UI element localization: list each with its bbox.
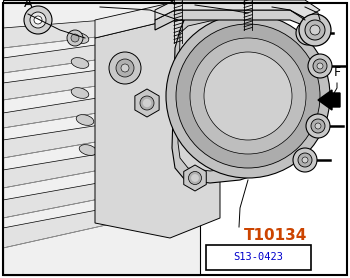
Circle shape <box>301 26 315 40</box>
Circle shape <box>315 123 321 129</box>
Polygon shape <box>184 165 206 191</box>
Circle shape <box>204 52 292 140</box>
Text: F: F <box>334 66 341 79</box>
Circle shape <box>143 99 151 107</box>
Polygon shape <box>3 198 160 248</box>
Polygon shape <box>3 115 165 158</box>
Circle shape <box>189 172 202 185</box>
Circle shape <box>71 34 79 42</box>
Circle shape <box>305 30 311 36</box>
Circle shape <box>298 153 312 167</box>
Text: B: B <box>96 0 104 3</box>
Circle shape <box>308 54 332 78</box>
Circle shape <box>190 38 306 154</box>
Circle shape <box>299 14 331 46</box>
Ellipse shape <box>71 33 89 43</box>
Circle shape <box>311 119 325 133</box>
Polygon shape <box>155 10 305 30</box>
Polygon shape <box>95 20 220 238</box>
Circle shape <box>24 6 52 34</box>
Circle shape <box>109 52 141 84</box>
Polygon shape <box>3 63 150 100</box>
Polygon shape <box>155 0 320 20</box>
Text: T10134: T10134 <box>244 227 307 242</box>
Circle shape <box>293 148 317 172</box>
Circle shape <box>166 14 330 178</box>
Circle shape <box>310 25 320 35</box>
Polygon shape <box>172 13 315 183</box>
Text: D: D <box>267 0 277 3</box>
Circle shape <box>140 96 154 110</box>
Circle shape <box>116 59 134 77</box>
Circle shape <box>191 174 199 182</box>
Polygon shape <box>178 21 304 171</box>
Bar <box>206 245 311 270</box>
Circle shape <box>313 59 327 73</box>
Circle shape <box>34 16 42 24</box>
Circle shape <box>30 12 46 28</box>
Polygon shape <box>3 18 130 48</box>
FancyArrow shape <box>318 90 340 110</box>
Ellipse shape <box>79 145 97 155</box>
Ellipse shape <box>76 115 94 125</box>
Polygon shape <box>3 88 160 128</box>
Polygon shape <box>3 38 145 73</box>
Circle shape <box>121 64 129 72</box>
Ellipse shape <box>71 88 89 98</box>
Circle shape <box>305 20 325 40</box>
Polygon shape <box>135 89 159 117</box>
Ellipse shape <box>71 58 89 68</box>
Polygon shape <box>3 171 165 218</box>
Circle shape <box>302 157 308 163</box>
Text: C: C <box>191 0 199 1</box>
Polygon shape <box>3 0 200 275</box>
Polygon shape <box>3 143 165 188</box>
Polygon shape <box>95 3 220 38</box>
Text: S13-0423: S13-0423 <box>233 252 284 262</box>
Circle shape <box>176 24 320 168</box>
Circle shape <box>317 63 323 69</box>
Circle shape <box>306 114 330 138</box>
Text: A: A <box>24 0 32 10</box>
Circle shape <box>67 30 83 46</box>
Text: E: E <box>301 0 309 3</box>
Circle shape <box>296 21 320 45</box>
